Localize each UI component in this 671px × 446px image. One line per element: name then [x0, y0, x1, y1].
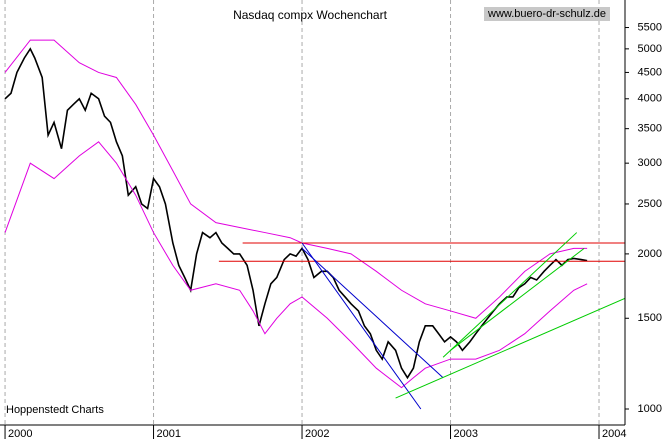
y-tick-label: 5500 — [638, 21, 662, 33]
series-line — [450, 247, 585, 351]
series-line — [301, 248, 444, 379]
series-line — [442, 232, 578, 358]
y-tick-label: 5000 — [638, 43, 662, 55]
y-tick-label: 3500 — [638, 123, 662, 135]
y-tick-label: 2500 — [638, 198, 662, 210]
footer: Hoppenstedt Charts — [6, 404, 104, 416]
source: www.buero-dr-schulz.de — [487, 8, 606, 20]
y-tick-label: 1000 — [638, 403, 662, 415]
y-tick-label: 4000 — [638, 93, 662, 105]
chart-title: Nasdaq compx Wochenchart — [233, 8, 388, 22]
series-line — [4, 39, 588, 319]
grid — [4, 0, 600, 425]
series-line — [4, 141, 588, 389]
source-background — [484, 7, 610, 21]
x-tick-label: 2003 — [454, 428, 478, 440]
x-tick-label: 2001 — [157, 428, 181, 440]
series-line — [395, 297, 625, 399]
series-line — [4, 47, 588, 380]
x-tick-label: 2004 — [602, 428, 626, 440]
plot-area — [4, 39, 625, 410]
y-tick-label: 2000 — [638, 248, 662, 260]
y-tick-label: 1500 — [638, 312, 662, 324]
series-line — [301, 242, 422, 410]
x-tick-label: 2002 — [305, 428, 329, 440]
x-tick-label: 2000 — [8, 428, 32, 440]
y-tick-label: 4500 — [638, 66, 662, 78]
y-tick-label: 3000 — [638, 157, 662, 169]
